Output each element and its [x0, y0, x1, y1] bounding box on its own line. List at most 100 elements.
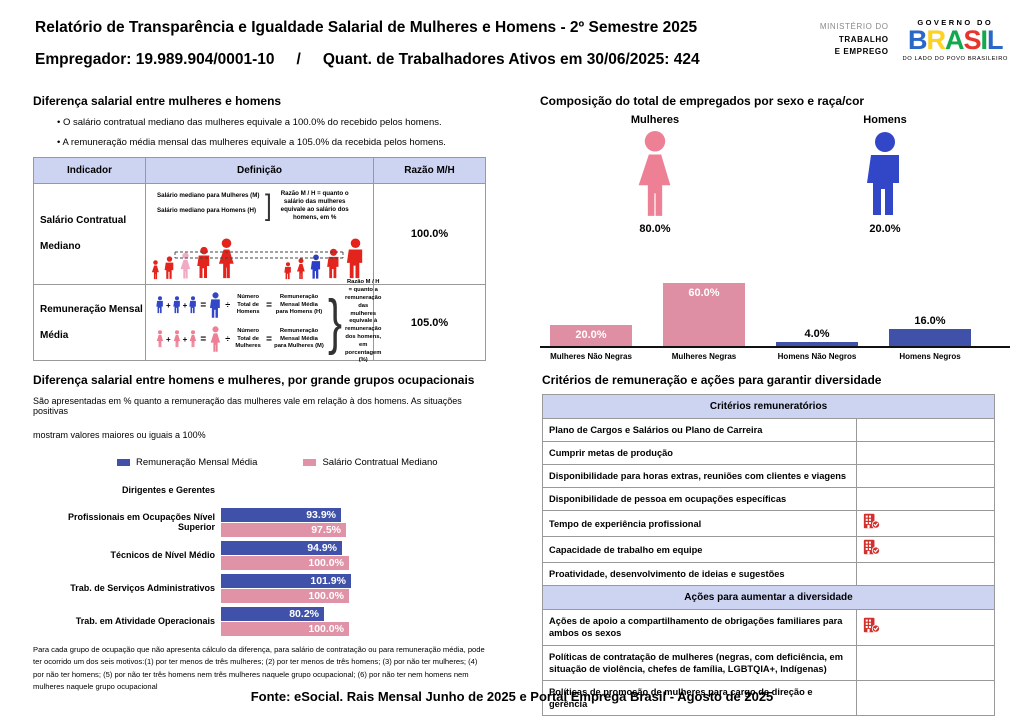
equals-operator: = — [200, 333, 207, 345]
bullet-mean-salary: A remuneração média mensal das mulheres … — [57, 137, 485, 148]
occupational-section: Diferença salarial entre homens e mulher… — [33, 373, 489, 694]
brasil-letter: L — [987, 25, 1003, 55]
men-formula-row: + + = ÷ Número Total de Homens = Remuner… — [155, 292, 324, 319]
sex-split-figures: Mulheres 80.0% Homens 20.0% — [540, 114, 1010, 235]
median-ratio-value: 100.0% — [373, 182, 486, 286]
indicator-label: Remuneração Mensal Média — [33, 284, 146, 362]
bracket-glyph: ] — [265, 188, 272, 223]
mean-ratio-note: Razão M / H = quanto a remuneração das m… — [345, 279, 382, 364]
woman-figure-icon — [188, 330, 198, 348]
occ-category-label: Trab. em Atividade Operacionais — [75, 615, 215, 626]
equals-operator: = — [200, 299, 207, 311]
active-workers: Quant. de Trabalhadores Ativos em 30/06/… — [322, 51, 700, 68]
composition-categories: Mulheres Não Negras Mulheres Negras Homens… — [540, 352, 1010, 361]
big-man-figure-icon — [208, 292, 223, 319]
criteria-row: Proatividade, desenvolvimento de ideias … — [542, 562, 996, 587]
occ-group-row: Trab. em Atividade Operacionais 80.2% 100.… — [33, 606, 489, 636]
comp-bar-value: 16.0% — [914, 315, 946, 327]
criteria-table: Critérios remuneratórios Plano de Cargos … — [541, 394, 996, 716]
man-figure-icon — [188, 296, 198, 314]
legend-color-swatch — [117, 459, 130, 466]
occ-bar-salario: 100.0% — [221, 588, 349, 603]
equals-operator: = — [266, 333, 272, 345]
indicator-table-header-row: Indicador Definição Razão M/H — [33, 157, 486, 184]
criteria-label: Cumprir metas de produção — [542, 441, 857, 466]
criteria-label: Políticas de promoção de mulheres para c… — [542, 679, 857, 716]
median-people-illustration — [151, 238, 363, 280]
criteria-section-header-row: Ações para aumentar a diversidade — [541, 585, 996, 611]
occ-group-row: Trab. de Serviços Administrativos 101.9% 1… — [33, 573, 489, 603]
header-razao: Razão M/H — [373, 157, 486, 184]
criteria-label: Disponibilidade para horas extras, reuni… — [542, 464, 857, 489]
occupational-bar-chart: Dirigentes e Gerentes Profissionais em Oc… — [33, 485, 489, 636]
occ-bar-salario: 100.0% — [221, 555, 349, 570]
legend-label: Salário Contratual Mediano — [322, 457, 438, 468]
salary-diff-bullets: O salário contratual mediano das mulhere… — [57, 117, 485, 148]
men-figure-block: Homens 20.0% — [785, 114, 985, 235]
occ-bar-remuneracao: 94.9% — [221, 540, 342, 555]
median-dashed-lines — [174, 251, 344, 259]
comp-bar-slot: 4.0% — [776, 328, 858, 346]
woman-figure-icon — [172, 330, 182, 348]
mean-formulas: + + = ÷ Número Total de Homens = Remuner… — [155, 292, 324, 353]
comp-bar-value: 60.0% — [688, 287, 720, 299]
criteria-row: Ações de apoio a compartilhamento de obr… — [542, 609, 996, 646]
occ-category-label: Profissionais em Ocupações Nível Superio… — [67, 511, 215, 533]
occ-bar-salario: 100.0% — [221, 621, 349, 636]
plus-operator: + — [166, 334, 171, 344]
source-footer: Fonte: eSocial. Rais Mensal Junho de 202… — [250, 689, 774, 704]
govbr-governo-do: GOVERNO DO — [917, 18, 994, 27]
row-salario-mediano: Salário Contratual Mediano Salário media… — [33, 182, 486, 286]
ministry-line-1: MINISTÉRIO DO — [819, 22, 889, 32]
occ-bars: 94.9% 100.0% — [221, 540, 349, 570]
criteria-title: Critérios de remuneração e ações para ga… — [542, 373, 882, 387]
header-indicador: Indicador — [33, 157, 146, 184]
plus-operator: + — [182, 334, 188, 344]
occ-category-label: Técnicos de Nível Médio — [110, 549, 215, 560]
occ-group-row: Profissionais em Ocupações Nível Superio… — [33, 507, 489, 537]
criteria-check-cell — [855, 417, 996, 443]
criteria-check-cell — [855, 562, 996, 587]
criteria-label: Ações de apoio a compartilhamento de obr… — [542, 609, 857, 646]
man-figure-icon — [172, 296, 182, 314]
legend-item: Remuneração Mensal Média — [117, 457, 257, 468]
criteria-row: Capacidade de trabalho em equipe — [542, 536, 996, 564]
brasil-letter: B — [908, 25, 927, 55]
composition-title: Composição do total de empregados por se… — [540, 94, 865, 108]
ministry-line-3: E EMPREGO — [834, 47, 889, 57]
men-label: Homens — [863, 114, 907, 126]
median-men-line: Salário mediano para Homens (H) — [157, 207, 257, 215]
criteria-row: Plano de Cargos e Salários ou Plano de C… — [542, 417, 996, 443]
curly-bracket-glyph: } — [327, 287, 343, 356]
men-percentage: 20.0% — [869, 223, 901, 235]
composition-bar-chart: 20.0% 60.0% 4.0% 16.0% — [540, 246, 1010, 348]
occupational-description-1: São apresentadas em % quanto a remuneraç… — [33, 396, 462, 416]
median-definition: Salário mediano para Mulheres (M) Salári… — [147, 188, 372, 223]
criteria-check-cell — [855, 609, 996, 646]
comp-bar-value: 20.0% — [575, 329, 607, 341]
company-check-icon — [863, 617, 880, 637]
criteria-check-cell — [855, 510, 996, 538]
women-label: Mulheres — [630, 114, 680, 126]
comp-category-label: Homens Negros — [899, 352, 961, 361]
report-subtitle: Empregador: 19.989.904/0001-10 / Quant. de… — [35, 51, 700, 69]
occupational-title: Diferença salarial entre homens e mulher… — [33, 373, 475, 387]
criteria-check-cell — [855, 464, 996, 489]
criteria-label: Plano de Cargos e Salários ou Plano de C… — [542, 417, 857, 443]
women-result-label: Remuneração Mensal Média para Mulheres (… — [274, 328, 324, 349]
salary-diff-section: Diferença salarial entre mulheres e home… — [33, 94, 486, 363]
govbr-brasil: BRASIL — [903, 27, 1008, 54]
occupational-legend: Remuneração Mensal Média Salário Contratu… — [117, 457, 489, 468]
women-figure-block: Mulheres 80.0% — [555, 114, 755, 235]
subtitle-separator: / — [296, 51, 301, 68]
occupational-footnote: Para cada grupo de ocupação que não apre… — [33, 644, 485, 692]
man-icon — [785, 130, 985, 220]
men-divisor-label: Número Total de Homens — [236, 294, 260, 315]
criteria-row: Cumprir metas de produção — [542, 441, 996, 466]
comp-bar — [776, 342, 858, 346]
criteria-label: Tempo de experiência profissional — [542, 510, 857, 538]
occupational-description-2: mostram valores maiores ou iguais a 100% — [33, 430, 206, 440]
indicator-label: Salário Contratual Mediano — [33, 182, 146, 286]
definition-cell: Salário mediano para Mulheres (M) Salári… — [145, 182, 374, 286]
criteria-section-header: Critérios remuneratórios — [541, 394, 996, 419]
